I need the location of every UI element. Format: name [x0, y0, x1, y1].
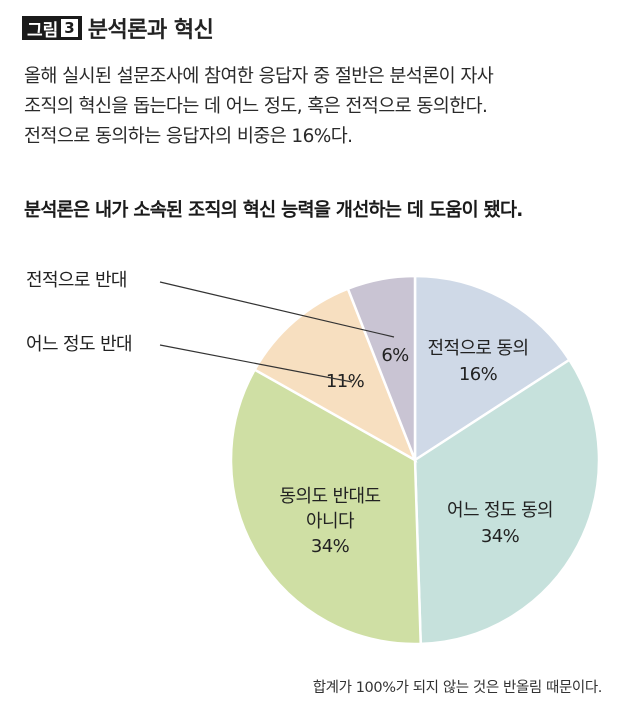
slice-label: 전적으로 동의 16% [428, 338, 529, 385]
intro-line: 조직의 혁신을 돕는다는 데 어느 정도, 혹은 전적으로 동의한다. [24, 96, 488, 117]
slice-category-label: 어느 정도 동의 [447, 500, 553, 521]
slice-value-label: 11% [326, 371, 365, 392]
pie-slice [413, 358, 601, 646]
figure-header: 그림 3 분석론과 혁신 [22, 12, 214, 44]
leader-line [159, 344, 353, 383]
slice-label: 어느 정도 동의 34% [447, 500, 553, 547]
slice-value-label: 34% [311, 536, 350, 557]
survey-question: 분석론은 내가 소속된 조직의 혁신 능력을 개선하는 데 도움이 됐다. [24, 200, 523, 221]
footnote: 합계가 100%가 되지 않는 것은 반올림 때문이다. [312, 680, 603, 696]
figure-badge: 그림 3 [22, 16, 82, 41]
leader-line [159, 281, 395, 338]
slice-category-label: 전적으로 반대 [26, 270, 127, 291]
pie-slice [413, 274, 572, 463]
slice-category-label: 어느 정도 반대 [26, 334, 132, 355]
slice-value-label: 34% [481, 526, 520, 547]
intro-line: 올해 실시된 설문조사에 참여한 응답자 중 절반은 분석론이 자사 [24, 66, 494, 87]
slice-label: 6% [381, 345, 409, 366]
figure-number: 3 [61, 19, 78, 37]
pie-slice [229, 367, 423, 646]
slice-category-label: 아니다 [306, 511, 355, 532]
pie-slice [346, 274, 417, 461]
intro-paragraph: 올해 실시된 설문조사에 참여한 응답자 중 절반은 분석론이 자사 조직의 혁… [24, 62, 624, 152]
slice-value-label: 6% [381, 345, 409, 366]
figure-title: 분석론과 혁신 [87, 18, 214, 43]
slice-category-label: 전적으로 동의 [428, 338, 529, 359]
slice-label: 11% [326, 371, 365, 392]
slice-category-label: 동의도 반대도 [280, 486, 381, 507]
intro-line: 전적으로 동의하는 응답자의 비중은 16%다. [24, 126, 353, 147]
slice-value-label: 16% [459, 364, 498, 385]
figure-badge-label: 그림 [27, 20, 59, 41]
